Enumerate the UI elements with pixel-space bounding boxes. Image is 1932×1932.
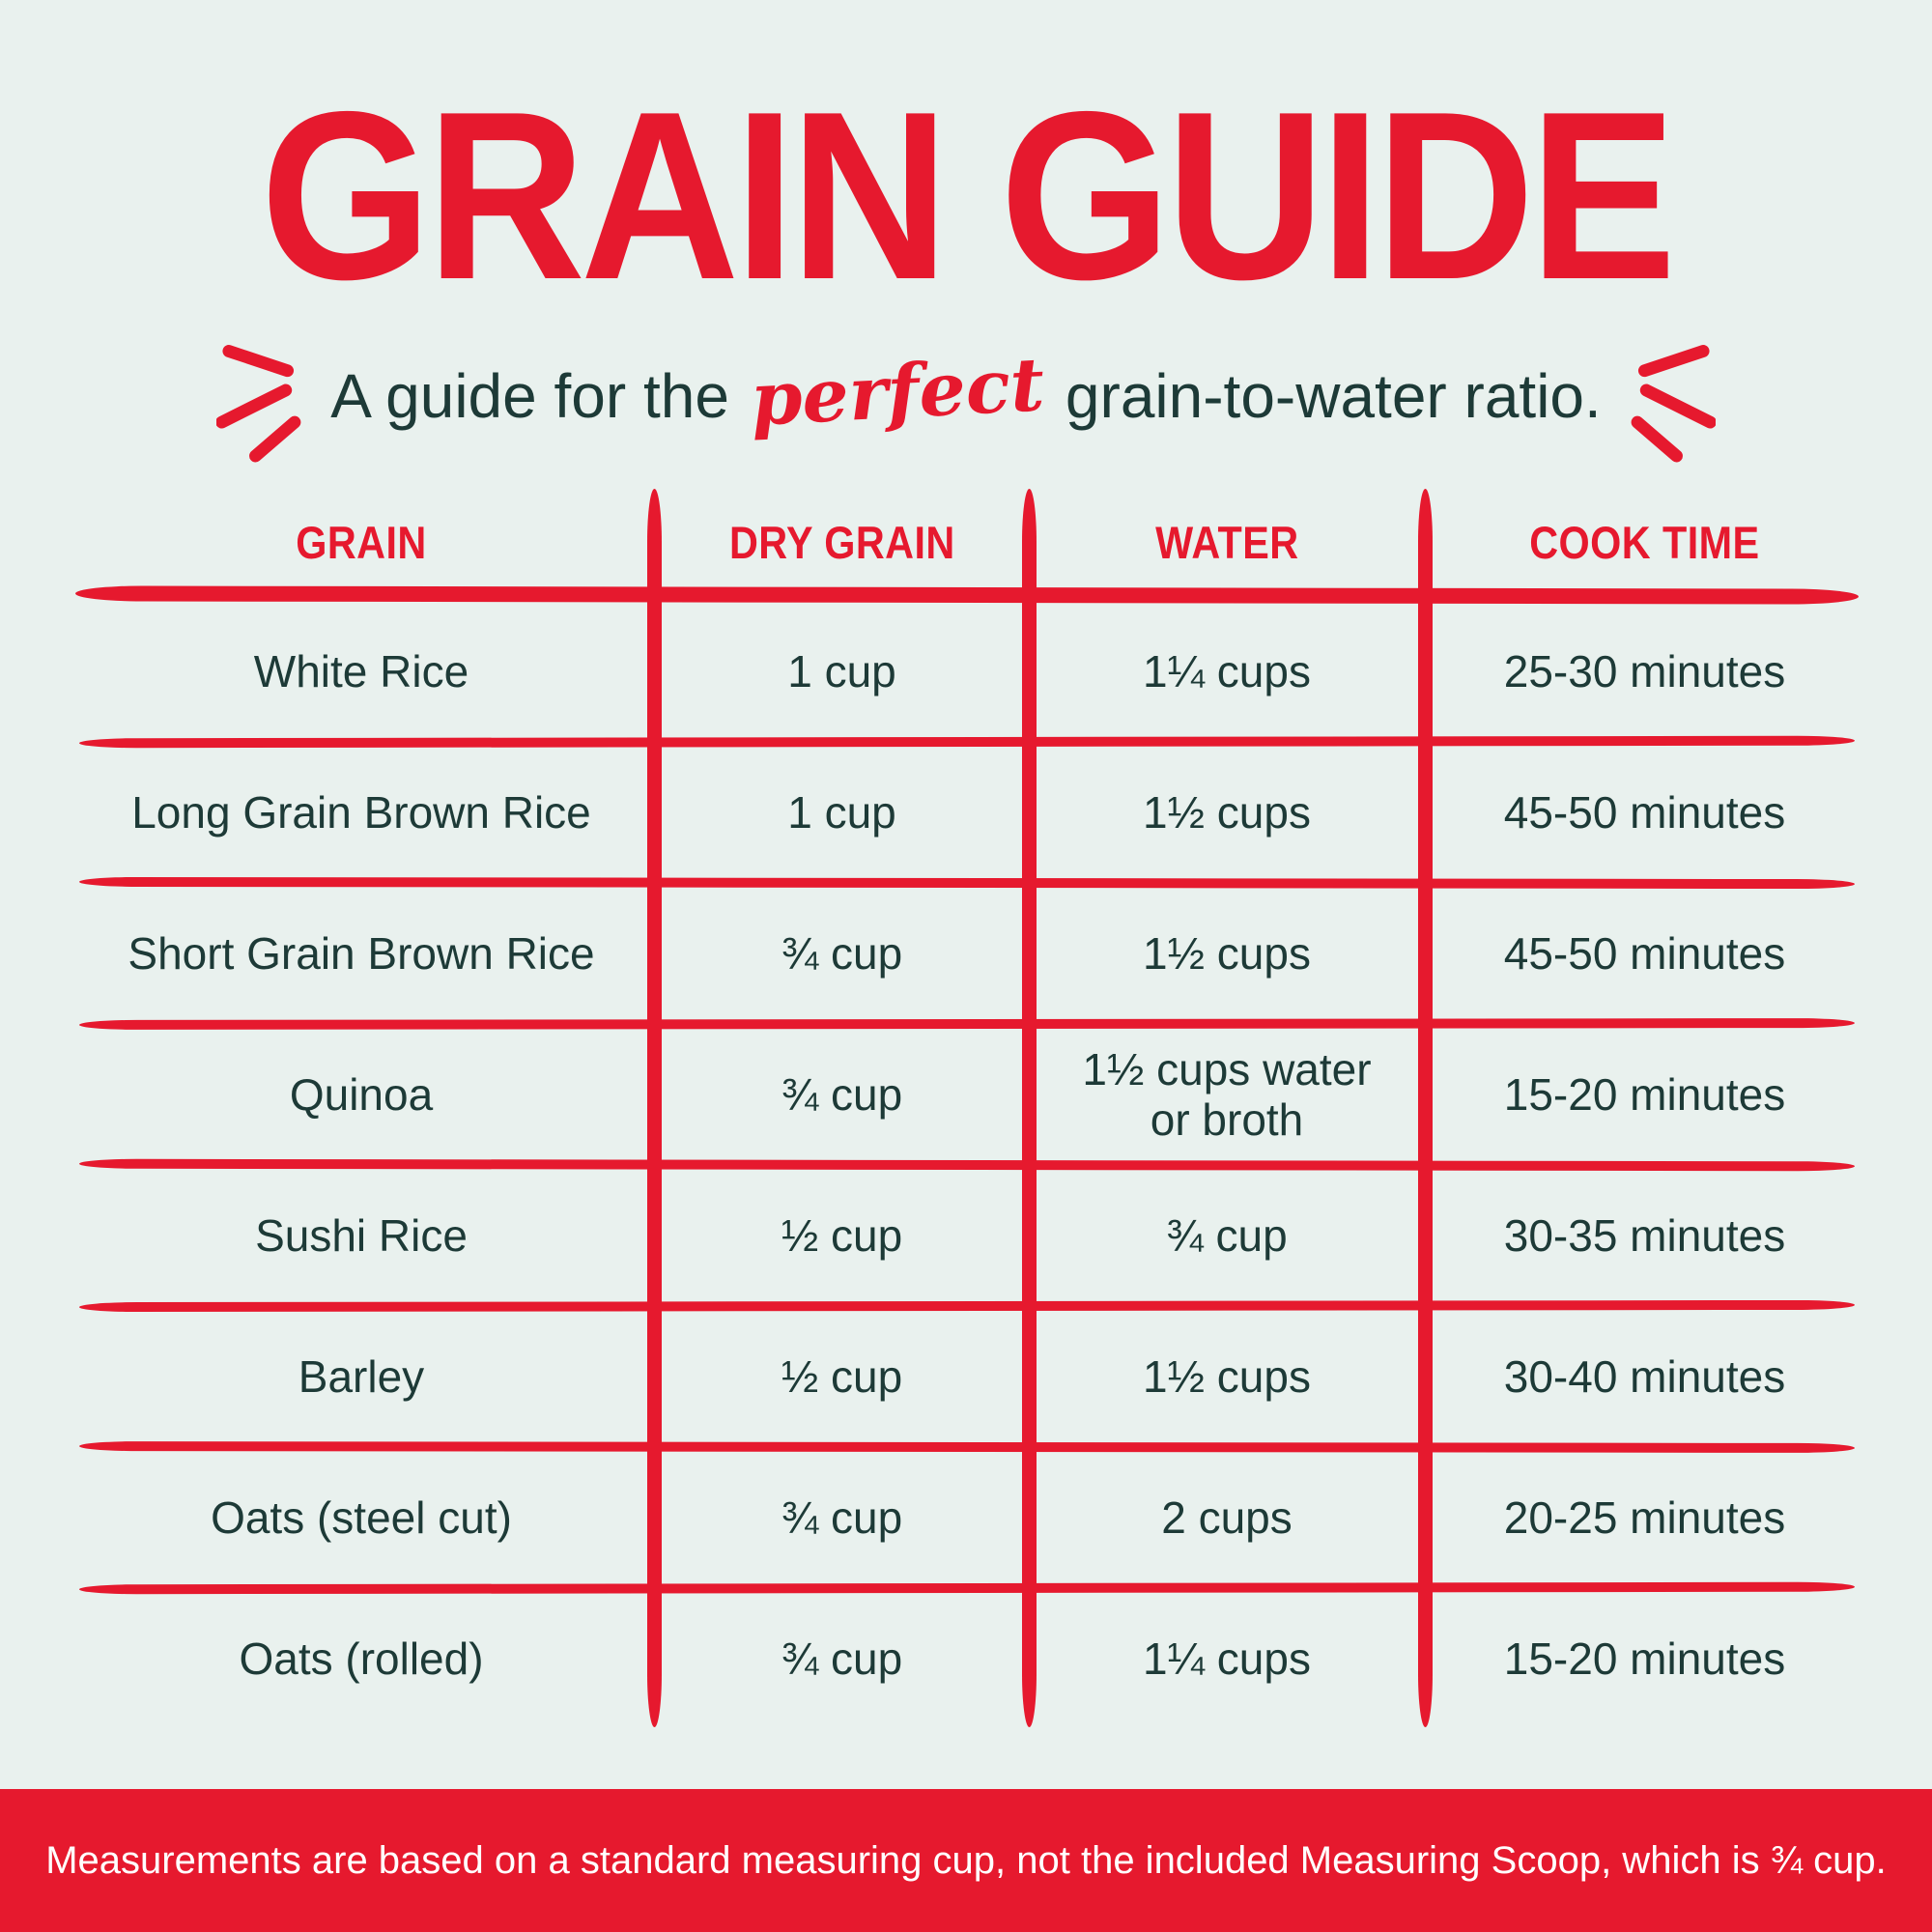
grain-cell: Oats (rolled): [239, 1633, 484, 1684]
dry-grain-cell: ½ cup: [781, 1350, 903, 1402]
water-cell: 1½ cups water or broth: [1082, 1043, 1372, 1145]
table-row: White Rice 1 cup 1¼ cups 25-30 minutes: [68, 601, 1864, 742]
page-title: GRAIN GUIDE: [0, 75, 1932, 315]
water-cell: ¾ cup: [1166, 1209, 1288, 1261]
table-row: Oats (rolled) ¾ cup 1¼ cups 15-20 minute…: [68, 1588, 1864, 1729]
column-header-cook-time: COOK TIME: [1529, 516, 1760, 568]
water-cell: 1½ cups: [1143, 927, 1311, 979]
water-cell: 1¼ cups: [1143, 1633, 1311, 1684]
grain-cell: Quinoa: [289, 1068, 434, 1120]
water-cell: 1½ cups: [1143, 1350, 1311, 1402]
column-header-grain: GRAIN: [296, 516, 427, 568]
grain-cell: Short Grain Brown Rice: [128, 927, 595, 979]
subtitle-suffix: grain-to-water ratio.: [1065, 360, 1602, 431]
cook-time-cell: 45-50 minutes: [1503, 927, 1786, 979]
subtitle: A guide for the perfect grain-to-water r…: [330, 341, 1602, 442]
water-cell: 2 cups: [1161, 1492, 1293, 1543]
subtitle-row: A guide for the perfect grain-to-water r…: [0, 319, 1932, 464]
grain-cell: Barley: [298, 1350, 425, 1402]
footer-note: Measurements are based on a standard mea…: [45, 1838, 1887, 1882]
subtitle-highlight: perfect: [748, 340, 1047, 442]
footer-bar: Measurements are based on a standard mea…: [0, 1789, 1932, 1932]
dry-grain-cell: 1 cup: [787, 645, 896, 696]
dry-grain-cell: ¾ cup: [781, 1068, 903, 1120]
water-cell: 1¼ cups: [1143, 645, 1311, 696]
grain-cell: Oats (steel cut): [211, 1492, 512, 1543]
cook-time-cell: 30-35 minutes: [1503, 1209, 1786, 1261]
water-cell: 1½ cups: [1143, 786, 1311, 838]
grain-cell: Long Grain Brown Rice: [131, 786, 591, 838]
page-title-text: GRAIN GUIDE: [260, 61, 1677, 329]
dry-grain-cell: ¾ cup: [781, 1633, 903, 1684]
grain-cell: White Rice: [253, 645, 469, 696]
dry-grain-cell: ¾ cup: [781, 927, 903, 979]
table-row: Barley ½ cup 1½ cups 30-40 minutes: [68, 1306, 1864, 1447]
grain-table: GRAIN DRY GRAIN WATER COOK TIME White Ri…: [68, 483, 1864, 1729]
emphasis-burst-right-icon: [1631, 345, 1716, 463]
dry-grain-cell: ¾ cup: [781, 1492, 903, 1543]
table-row: Sushi Rice ½ cup ¾ cup 30-35 minutes: [68, 1165, 1864, 1306]
grain-cell: Sushi Rice: [255, 1209, 468, 1261]
cook-time-cell: 25-30 minutes: [1503, 645, 1786, 696]
subtitle-prefix: A guide for the: [330, 360, 729, 431]
table-row: Oats (steel cut) ¾ cup 2 cups 20-25 minu…: [68, 1447, 1864, 1588]
column-header-dry-grain: DRY GRAIN: [728, 516, 955, 568]
table-row: Long Grain Brown Rice 1 cup 1½ cups 45-5…: [68, 742, 1864, 883]
table-header-row: GRAIN DRY GRAIN WATER COOK TIME: [68, 483, 1864, 601]
table-row: Quinoa ¾ cup 1½ cups water or broth 15-2…: [68, 1024, 1864, 1165]
emphasis-burst-left-icon: [216, 345, 301, 463]
cook-time-cell: 45-50 minutes: [1503, 786, 1786, 838]
table-row: Short Grain Brown Rice ¾ cup 1½ cups 45-…: [68, 883, 1864, 1024]
cook-time-cell: 15-20 minutes: [1503, 1068, 1786, 1120]
dry-grain-cell: ½ cup: [781, 1209, 903, 1261]
cook-time-cell: 30-40 minutes: [1503, 1350, 1786, 1402]
column-header-water: WATER: [1154, 516, 1299, 568]
dry-grain-cell: 1 cup: [787, 786, 896, 838]
cook-time-cell: 20-25 minutes: [1503, 1492, 1786, 1543]
cook-time-cell: 15-20 minutes: [1503, 1633, 1786, 1684]
